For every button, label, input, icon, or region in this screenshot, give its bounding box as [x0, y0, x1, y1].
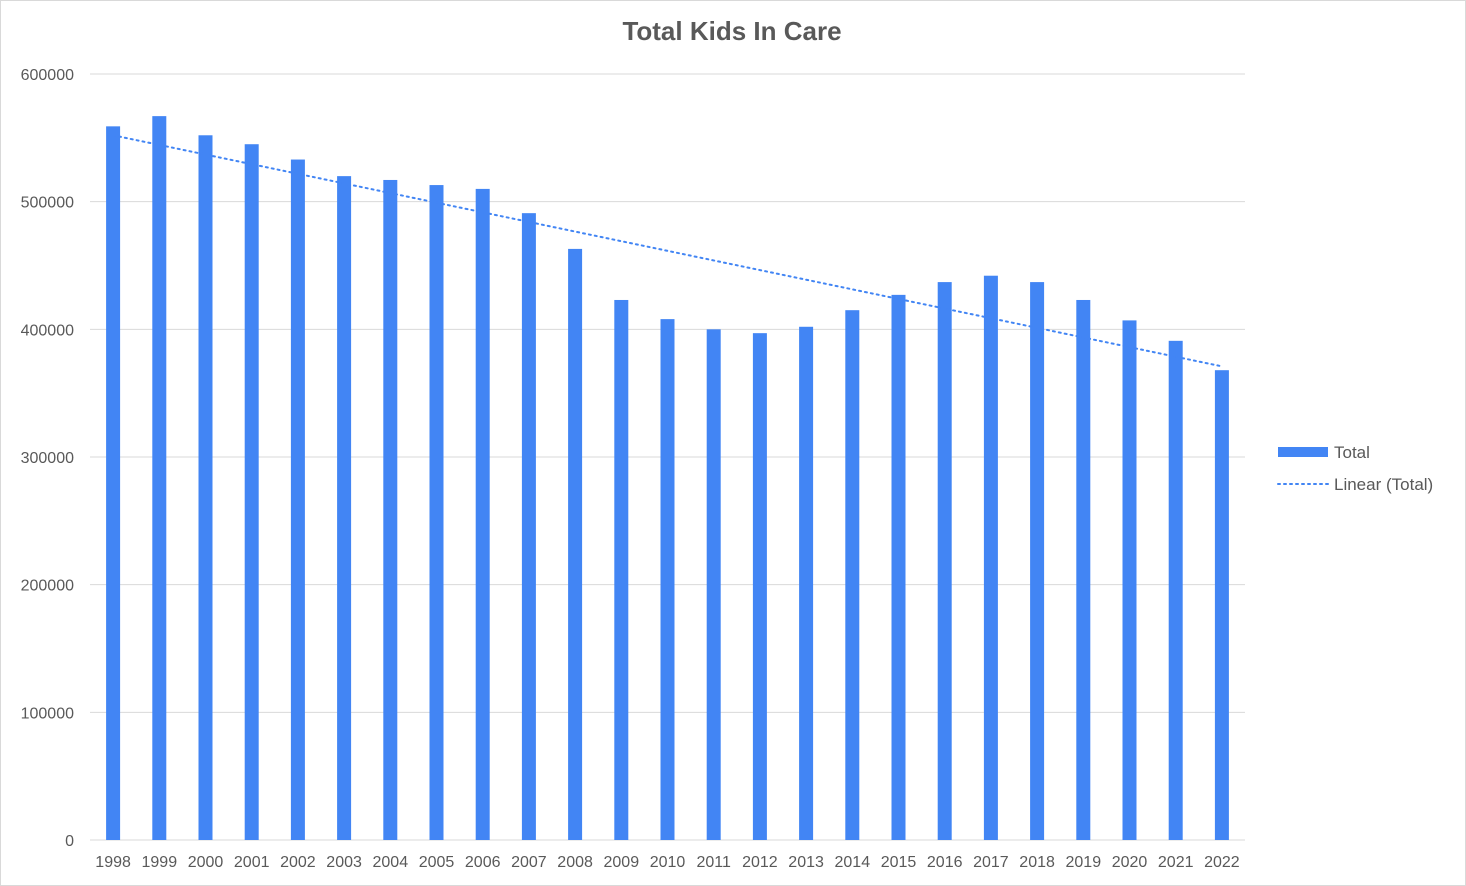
x-tick-label: 1998 — [95, 854, 131, 871]
y-axis-ticks: 0 100000 200000 300000 400000 500000 600000 — [21, 67, 74, 850]
bar-2007 — [521, 213, 536, 840]
bar-2020 — [1122, 320, 1137, 840]
bar-2015 — [891, 294, 906, 840]
bar-2014 — [845, 310, 860, 840]
bar-2010 — [660, 319, 675, 840]
x-tick-label: 2017 — [973, 854, 1009, 871]
y-tick-label: 200000 — [21, 578, 74, 595]
bar-2016 — [937, 282, 952, 840]
x-tick-label: 2000 — [188, 854, 224, 871]
bar-2003 — [337, 176, 352, 841]
x-tick-label: 2008 — [557, 854, 593, 871]
bar-2002 — [290, 159, 305, 840]
legend: Total Linear (Total) — [1277, 443, 1433, 494]
bar-2005 — [429, 185, 444, 840]
x-tick-label: 2007 — [511, 854, 547, 871]
y-tick-label: 100000 — [21, 705, 74, 722]
x-tick-label: 2020 — [1112, 854, 1148, 871]
x-tick-label: 2004 — [373, 854, 409, 871]
x-tick-label: 2009 — [604, 854, 640, 871]
x-tick-label: 2012 — [742, 854, 778, 871]
y-tick-label: 500000 — [21, 195, 74, 212]
bar-2022 — [1214, 370, 1229, 840]
x-tick-label: 2005 — [419, 854, 455, 871]
legend-swatch-total — [1278, 447, 1328, 457]
x-tick-label: 1999 — [142, 854, 178, 871]
trendline-line — [112, 134, 1223, 368]
trendline — [112, 134, 1223, 368]
bar-2006 — [475, 188, 490, 840]
x-tick-label: 2022 — [1204, 854, 1240, 871]
x-tick-label: 2019 — [1066, 854, 1102, 871]
x-tick-label: 2014 — [835, 854, 871, 871]
x-tick-label: 2006 — [465, 854, 501, 871]
x-axis-ticks: 1998 1999 2000 2001 2002 2003 2004 2005 2006 2007… — [95, 854, 1239, 871]
bar-2001 — [244, 144, 259, 840]
bar-2017 — [983, 275, 998, 840]
x-tick-label: 2001 — [234, 854, 270, 871]
chart-title: Total Kids In Care — [622, 16, 842, 46]
y-tick-label: 0 — [65, 833, 74, 850]
bar-1999 — [152, 116, 167, 840]
x-tick-label: 2010 — [650, 854, 686, 871]
bar-2004 — [383, 179, 398, 841]
y-tick-label: 600000 — [21, 67, 74, 84]
x-tick-label: 2015 — [881, 854, 917, 871]
x-tick-label: 2021 — [1158, 854, 1194, 871]
x-tick-label: 2013 — [788, 854, 824, 871]
legend-label-trendline: Linear (Total) — [1334, 475, 1433, 494]
bar-2011 — [706, 329, 721, 840]
bar-2000 — [198, 135, 213, 840]
x-tick-label: 2011 — [696, 854, 731, 871]
bar-2021 — [1168, 340, 1183, 840]
bar-2013 — [799, 326, 814, 840]
bar-2018 — [1030, 282, 1045, 840]
x-tick-label: 2016 — [927, 854, 963, 871]
x-tick-label: 2002 — [280, 854, 316, 871]
bar-2019 — [1076, 299, 1091, 841]
bar-2012 — [752, 333, 767, 840]
bar-2009 — [614, 299, 629, 841]
x-tick-label: 2003 — [326, 854, 362, 871]
bar-2008 — [568, 248, 583, 841]
y-tick-label: 400000 — [21, 322, 74, 339]
legend-label-total: Total — [1334, 443, 1370, 462]
bar-1998 — [106, 126, 121, 841]
y-tick-label: 300000 — [21, 450, 74, 467]
x-tick-label: 2018 — [1019, 854, 1055, 871]
bars — [106, 116, 1229, 841]
